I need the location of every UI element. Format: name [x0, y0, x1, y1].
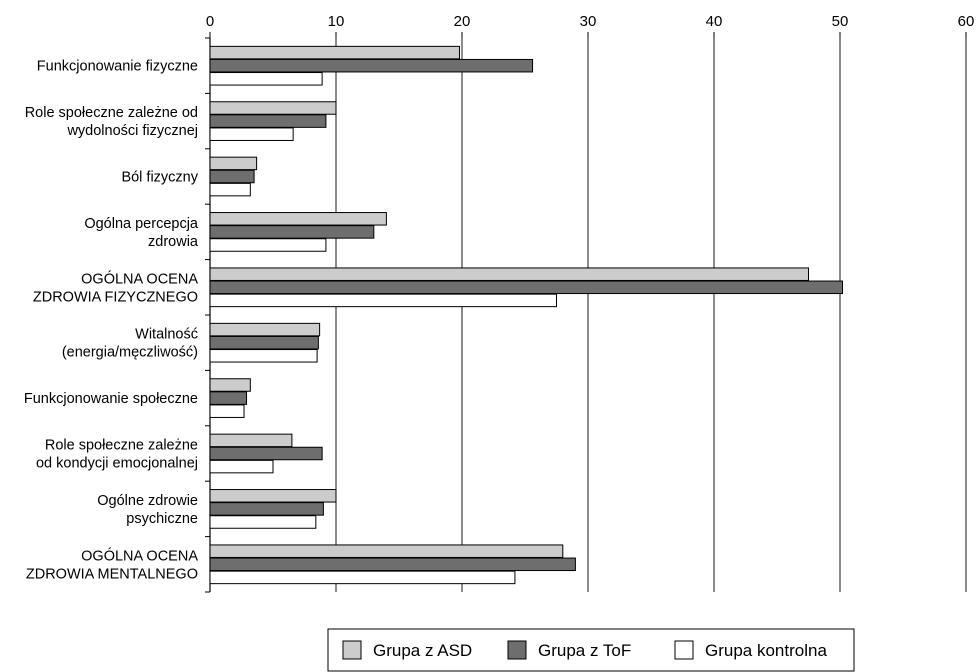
category-label: (energia/męczliwość): [62, 345, 198, 361]
bar: [209, 127, 294, 141]
category-label: Ogólne zdrowie: [97, 493, 198, 509]
x-tick-label: 30: [580, 13, 597, 30]
bar: [209, 101, 337, 115]
bar: [209, 169, 255, 184]
bar: [209, 570, 516, 585]
x-tick-label: 40: [706, 13, 723, 30]
bar: [209, 156, 258, 171]
category-label: Role społeczne zależne: [45, 438, 198, 454]
bar: [209, 378, 251, 392]
category-label: Funkcjonowanie społeczne: [24, 391, 198, 407]
category-label: OGÓLNA OCENA: [81, 547, 198, 564]
bar: [209, 114, 327, 128]
bar: [209, 45, 460, 60]
x-tick-label: 20: [454, 13, 471, 30]
bar: [209, 489, 337, 503]
bar: [209, 459, 274, 474]
bar: [209, 515, 317, 529]
x-tick-label: 10: [328, 13, 345, 30]
bar: [209, 446, 323, 461]
bar: [209, 349, 318, 363]
bar: [209, 225, 375, 239]
category-label: psychiczne: [126, 511, 198, 527]
category-label: Witalność: [135, 327, 198, 343]
bar: [209, 58, 534, 73]
category-label: wydolności fizycznej: [66, 123, 198, 139]
legend-entry: Grupa kontrolna: [705, 641, 827, 660]
bar: [209, 238, 327, 252]
bar: [209, 433, 293, 448]
category-label: zdrowia: [148, 234, 199, 250]
x-tick-label: 60: [958, 13, 975, 30]
x-axis: 0 10 20 30 40 50 60: [205, 13, 975, 593]
bar: [209, 404, 245, 418]
bar: [209, 335, 319, 350]
category-label: Funkcjonowanie fizyczne: [37, 59, 198, 75]
category-label: OGÓLNA OCENA: [81, 270, 198, 287]
x-tick-label: 50: [832, 13, 849, 30]
x-tick-label: 0: [206, 13, 214, 30]
bar: [209, 322, 321, 337]
category-label: Role społeczne zależne od: [25, 105, 198, 121]
bar: [209, 502, 324, 516]
bar: [209, 212, 387, 226]
category-labels: Funkcjonowanie fizyczne Role społeczne za…: [24, 59, 199, 583]
category-label: ZDROWIA MENTALNEGO: [26, 566, 198, 582]
legend-entry: Grupa z ASD: [373, 641, 472, 660]
category-label: ZDROWIA FIZYCZNEGO: [33, 289, 198, 305]
legend-entry: Grupa z ToF: [538, 641, 631, 660]
category-label: Ogólna percepcja: [84, 216, 199, 232]
category-label: od kondycji emocjonalnej: [36, 456, 198, 472]
legend-swatch: [342, 640, 362, 660]
legend-box: [327, 628, 855, 672]
legend-swatch: [507, 640, 527, 660]
bar: [209, 72, 323, 86]
bar: [209, 293, 557, 308]
bar: [209, 391, 248, 405]
bar: [209, 280, 844, 295]
bar: [209, 267, 809, 281]
bars: [209, 45, 844, 585]
bar: [209, 544, 564, 558]
bar: [209, 182, 251, 197]
bar: [209, 557, 576, 572]
legend-swatch: [674, 640, 694, 660]
legend: Grupa z ASD Grupa z ToF Grupa kontrolna: [327, 628, 855, 672]
category-label: Ból fizyczny: [121, 170, 198, 186]
